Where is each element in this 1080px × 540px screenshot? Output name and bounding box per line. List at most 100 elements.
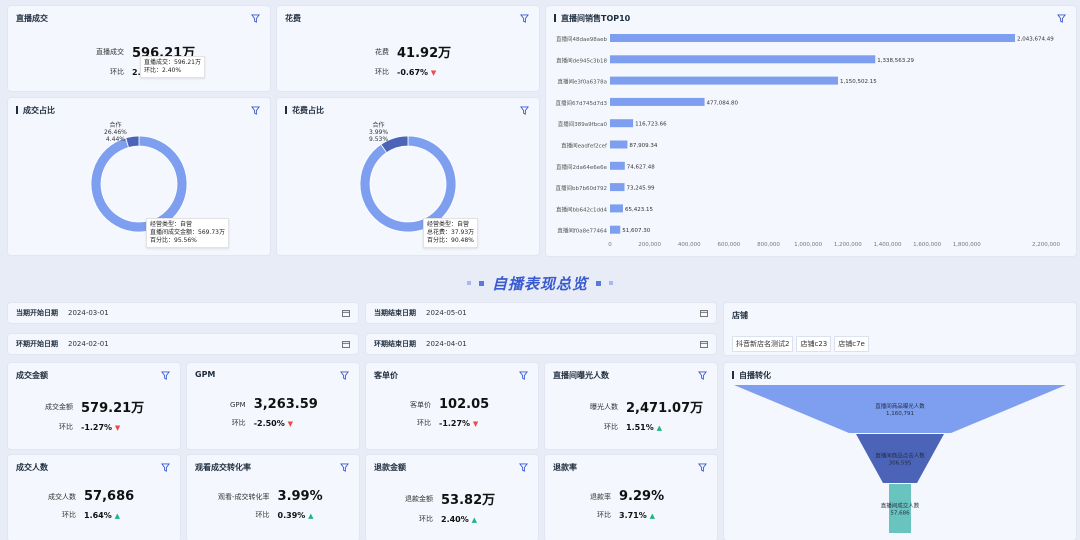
metric-card: 退款率 退款率 9.29% 环比 3.71% ▲ <box>545 455 717 540</box>
calendar-icon[interactable] <box>700 340 708 348</box>
card-title: 成交金额 <box>16 371 48 380</box>
metric-value: 579.21万 <box>81 401 145 416</box>
value-label: 1,338,563.29 <box>877 58 914 64</box>
mom-value: 1.51% ▲ <box>626 422 662 432</box>
mom-label: 环比 <box>417 419 431 427</box>
x-tick-label: 600,000 <box>718 242 741 248</box>
filter-icon[interactable] <box>251 106 260 115</box>
up-arrow-icon: ▲ <box>114 511 120 520</box>
metric-label: 成交人数 <box>48 492 76 501</box>
up-arrow-icon: ▲ <box>656 423 662 432</box>
filter-icon[interactable] <box>1057 14 1066 23</box>
mom-value: 0.39% ▲ <box>277 510 314 520</box>
mom-value: -1.27% ▼ <box>439 418 479 428</box>
calendar-icon[interactable] <box>700 309 708 317</box>
calendar-icon[interactable] <box>342 340 350 348</box>
category-label: 直播间de945c3b18 <box>556 56 607 64</box>
slice-label: 合作 26.46% 4.44% <box>104 122 127 143</box>
x-tick-label: 800,000 <box>757 242 780 248</box>
filter-icon[interactable] <box>161 463 170 472</box>
value-label: 65,423.15 <box>625 207 653 213</box>
card-title: 客单价 <box>374 371 398 380</box>
bar <box>610 55 876 64</box>
bar <box>610 225 621 234</box>
mom-value: -0.67% ▼ <box>397 67 437 77</box>
mom-label: 环比 <box>231 419 246 427</box>
filter-icon[interactable] <box>340 371 349 380</box>
bar <box>610 34 1016 42</box>
current-end-date-field[interactable]: 当期结束日期 2024-05-01 <box>366 303 716 323</box>
up-arrow-icon: ▲ <box>471 515 477 524</box>
current-start-date-field[interactable]: 当期开始日期 2024-03-01 <box>8 303 358 323</box>
shop-filter-label: 店铺 <box>732 311 748 320</box>
metric-value: 53.82万 <box>441 493 496 508</box>
filter-icon[interactable] <box>519 371 528 380</box>
bar <box>610 161 625 170</box>
category-label: 直播间bb642c1dd4 <box>556 205 607 213</box>
card-title: 成交人数 <box>16 463 48 472</box>
deal-ratio-donut <box>90 135 188 233</box>
previous-end-date-field[interactable]: 环期结束日期 2024-04-01 <box>366 334 716 354</box>
value-label: 51,607.30 <box>622 228 650 234</box>
metric-label: 直播成交 <box>96 47 124 56</box>
filter-icon[interactable] <box>698 463 707 472</box>
card-title: 成交占比 <box>16 105 55 116</box>
filter-icon[interactable] <box>520 106 529 115</box>
x-tick-label: 200,000 <box>638 242 661 248</box>
filter-icon[interactable] <box>520 14 529 23</box>
category-label: 直播间eadfef2cef <box>561 142 608 150</box>
value-label: 1,150,502.15 <box>840 79 877 85</box>
metric-card: 退款金额 退款金额 53.82万 环比 2.40% ▲ <box>366 455 538 540</box>
down-arrow-icon: ▼ <box>430 68 437 77</box>
metric-value: 2,471.07万 <box>626 401 704 416</box>
mom-value: -1.27% ▼ <box>81 422 121 432</box>
mom-label: 环比 <box>62 511 76 519</box>
shop-tag[interactable]: 抖音新店名测试2 <box>732 336 794 352</box>
mom-value: 2. <box>132 67 141 77</box>
mom-label: 环比 <box>375 68 389 76</box>
filter-icon[interactable] <box>161 371 170 380</box>
x-tick-label: 0 <box>608 242 612 248</box>
value-label: 2,043,674.49 <box>1017 37 1054 43</box>
metric-label: 退款率 <box>590 492 611 501</box>
filter-icon[interactable] <box>698 371 707 380</box>
value-label: 477,084.80 <box>707 100 739 106</box>
slice-label: 合作 3.99% 9.53% <box>369 122 389 143</box>
metric-card: GPM GPM 3,263.59 环比 -2.50% ▼ <box>187 363 359 449</box>
bar <box>610 119 634 128</box>
funnel-stage-value: 57,686 <box>890 511 910 517</box>
x-tick-label: 1,000,000 <box>794 242 822 248</box>
shop-tag[interactable]: 店铺c23 <box>796 336 832 352</box>
slice <box>380 135 409 154</box>
spend-ratio-donut <box>359 135 457 233</box>
calendar-icon[interactable] <box>342 309 350 317</box>
card-title: 自播转化 <box>732 370 771 381</box>
metric-label: 客单价 <box>410 400 431 409</box>
x-tick-label: 1,400,000 <box>873 242 901 248</box>
metric-card: 成交人数 成交人数 57,686 环比 1.64% ▲ <box>8 455 180 540</box>
metric-label: 观看-成交转化率 <box>218 492 270 501</box>
section-header: 自播表现总览 <box>0 268 1080 298</box>
mom-label: 环比 <box>604 423 618 431</box>
mom-label: 环比 <box>59 423 73 431</box>
filter-icon[interactable] <box>519 463 528 472</box>
value-label: 73,245.99 <box>627 186 655 192</box>
card-title: 直播间销售TOP10 <box>554 13 630 24</box>
x-tick-label: 2,200,000 <box>1032 242 1060 248</box>
funnel-stage <box>856 434 944 483</box>
previous-start-date-field[interactable]: 环期开始日期 2024-02-01 <box>8 334 358 354</box>
tooltip: 直播成交：596.21万 环比：2.40% <box>140 56 205 78</box>
x-tick-label: 400,000 <box>678 242 701 248</box>
category-label: 直播间e3f0a6378a <box>557 78 607 86</box>
top10-bar-chart: 直播间48dae98aeb 2,043,674.49 直播间de945c3b18 1,… <box>556 34 1060 248</box>
card-title: 花费 <box>285 14 301 23</box>
filter-icon[interactable] <box>340 463 349 472</box>
card-title: 直播间曝光人数 <box>553 371 609 380</box>
metric-value: 102.05 <box>439 397 490 412</box>
funnel-card: 自播转化 直播间商品曝光人数 1,160,791 直播间商品点击人数 306,595 直… <box>724 363 1076 540</box>
filter-icon[interactable] <box>251 14 260 23</box>
top10-card: 直播间销售TOP10 直播间48dae98aeb 2,043,674.49 直播间d… <box>546 6 1076 256</box>
shop-tag[interactable]: 店铺c7e <box>834 336 869 352</box>
metric-label: 花费 <box>375 47 389 56</box>
metric-value: 3.99% <box>277 489 323 504</box>
